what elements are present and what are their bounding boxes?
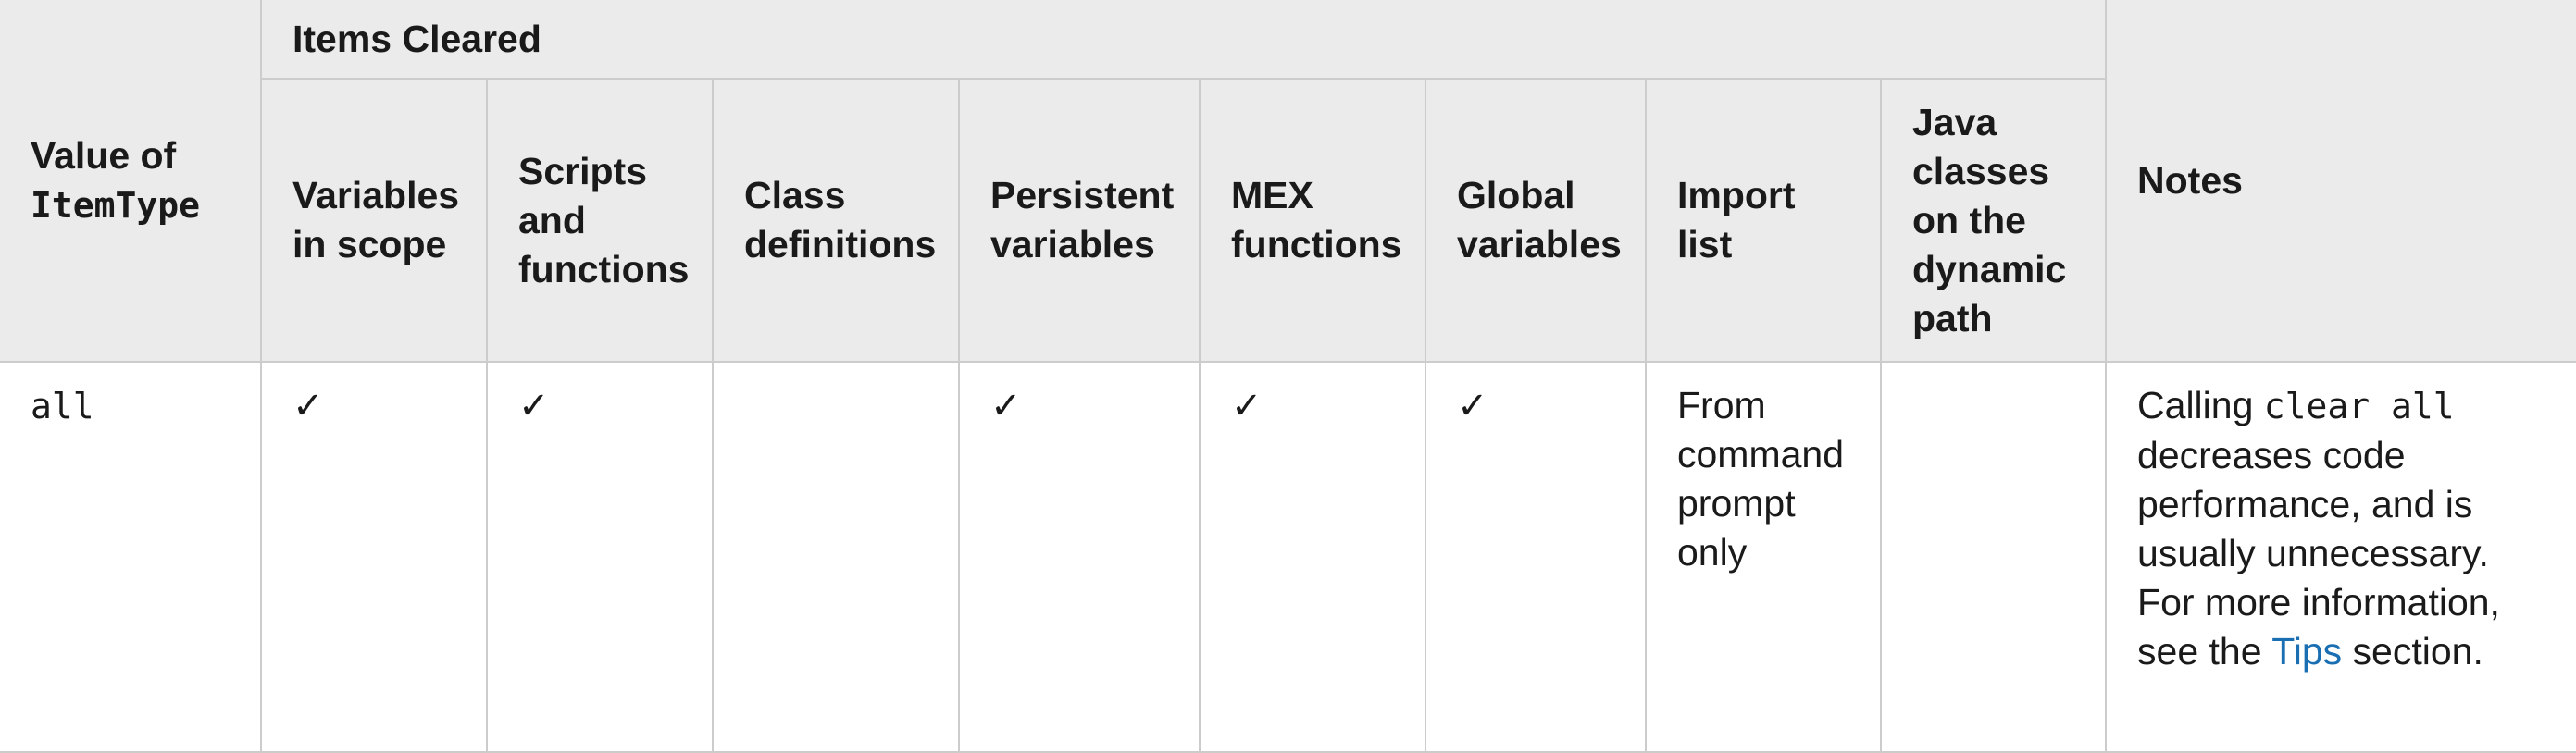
column-header-persistent-variables: Persistent variables <box>958 78 1201 363</box>
header-line: Import <box>1677 174 1796 216</box>
clear-all-code: clear all <box>2263 386 2455 426</box>
header-line: classes <box>1912 149 2050 192</box>
header-line: path <box>1912 296 1993 339</box>
header-line: Scripts <box>518 149 647 192</box>
column-header-class-definitions: Class definitions <box>712 78 960 363</box>
checkmark-icon: ✓ <box>1457 385 1488 427</box>
notes-text: Calling <box>2137 384 2254 426</box>
header-line: Global <box>1457 174 1575 216</box>
table-row: all ✓ ✓ ✓ ✓ ✓ From command pr <box>0 361 2576 753</box>
variables-in-scope-cell: ✓ <box>260 361 488 753</box>
notes-text: performance, and is <box>2137 483 2473 525</box>
import-list-text: only <box>1677 531 1748 574</box>
import-list-text: command <box>1677 433 1845 475</box>
itemtype-code: ItemType <box>31 184 201 226</box>
import-list-cell: From command prompt only <box>1645 361 1882 753</box>
java-classes-cell <box>1879 361 2108 753</box>
value-of-label: Value of <box>31 133 177 177</box>
header-line: in scope <box>292 223 447 265</box>
column-header-scripts-and-functions: Scripts and functions <box>486 78 714 363</box>
checkmark-icon: ✓ <box>518 385 550 427</box>
mex-functions-cell: ✓ <box>1199 361 1426 753</box>
notes-text: decreases code <box>2137 434 2406 476</box>
column-header-variables-in-scope: Variables in scope <box>260 78 488 363</box>
header-line: variables <box>990 223 1155 265</box>
global-variables-cell: ✓ <box>1425 361 1647 753</box>
header-line: variables <box>1457 223 1622 265</box>
persistent-variables-cell: ✓ <box>958 361 1201 753</box>
checkmark-icon: ✓ <box>1231 385 1263 427</box>
column-header-global-variables: Global variables <box>1425 78 1647 363</box>
column-header-import-list: Import list <box>1645 78 1882 363</box>
itemtype-value: all <box>31 386 94 426</box>
header-line: and <box>518 198 586 241</box>
header-line: dynamic <box>1912 247 2067 290</box>
header-line: Persistent <box>990 174 1175 216</box>
import-list-text: From <box>1677 384 1766 426</box>
scripts-and-functions-cell: ✓ <box>486 361 714 753</box>
notes-text: For more information, <box>2137 581 2500 623</box>
items-cleared-header: Items Cleared <box>259 0 2108 80</box>
notes-cell: Calling clear all decreases code perform… <box>2105 361 2576 753</box>
header-line: functions <box>1231 223 1402 265</box>
header-line: Variables <box>292 174 460 216</box>
column-header-mex-functions: MEX functions <box>1199 78 1426 363</box>
notes-text: usually unnecessary. <box>2137 532 2489 574</box>
header-line: Class <box>744 174 846 216</box>
header-line: on the <box>1912 198 2026 241</box>
header-line: definitions <box>744 223 937 265</box>
import-list-text: prompt <box>1677 482 1796 525</box>
value-of-itemtype-header: Value of ItemType <box>0 0 262 363</box>
header-line: MEX <box>1231 174 1313 216</box>
checkmark-icon: ✓ <box>292 385 324 427</box>
notes-header: Notes <box>2105 0 2576 363</box>
checkmark-icon: ✓ <box>990 385 1022 427</box>
class-definitions-cell <box>712 361 960 753</box>
header-line: functions <box>518 247 690 290</box>
itemtype-value-cell: all <box>0 361 262 753</box>
tips-link[interactable]: Tips <box>2271 630 2343 673</box>
notes-text: section. <box>2352 630 2483 673</box>
header-line: Java <box>1912 100 1997 143</box>
column-header-java-classes: Java classes on the dynamic path <box>1879 78 2107 363</box>
notes-text: see the <box>2137 630 2262 673</box>
header-line: list <box>1677 223 1733 265</box>
